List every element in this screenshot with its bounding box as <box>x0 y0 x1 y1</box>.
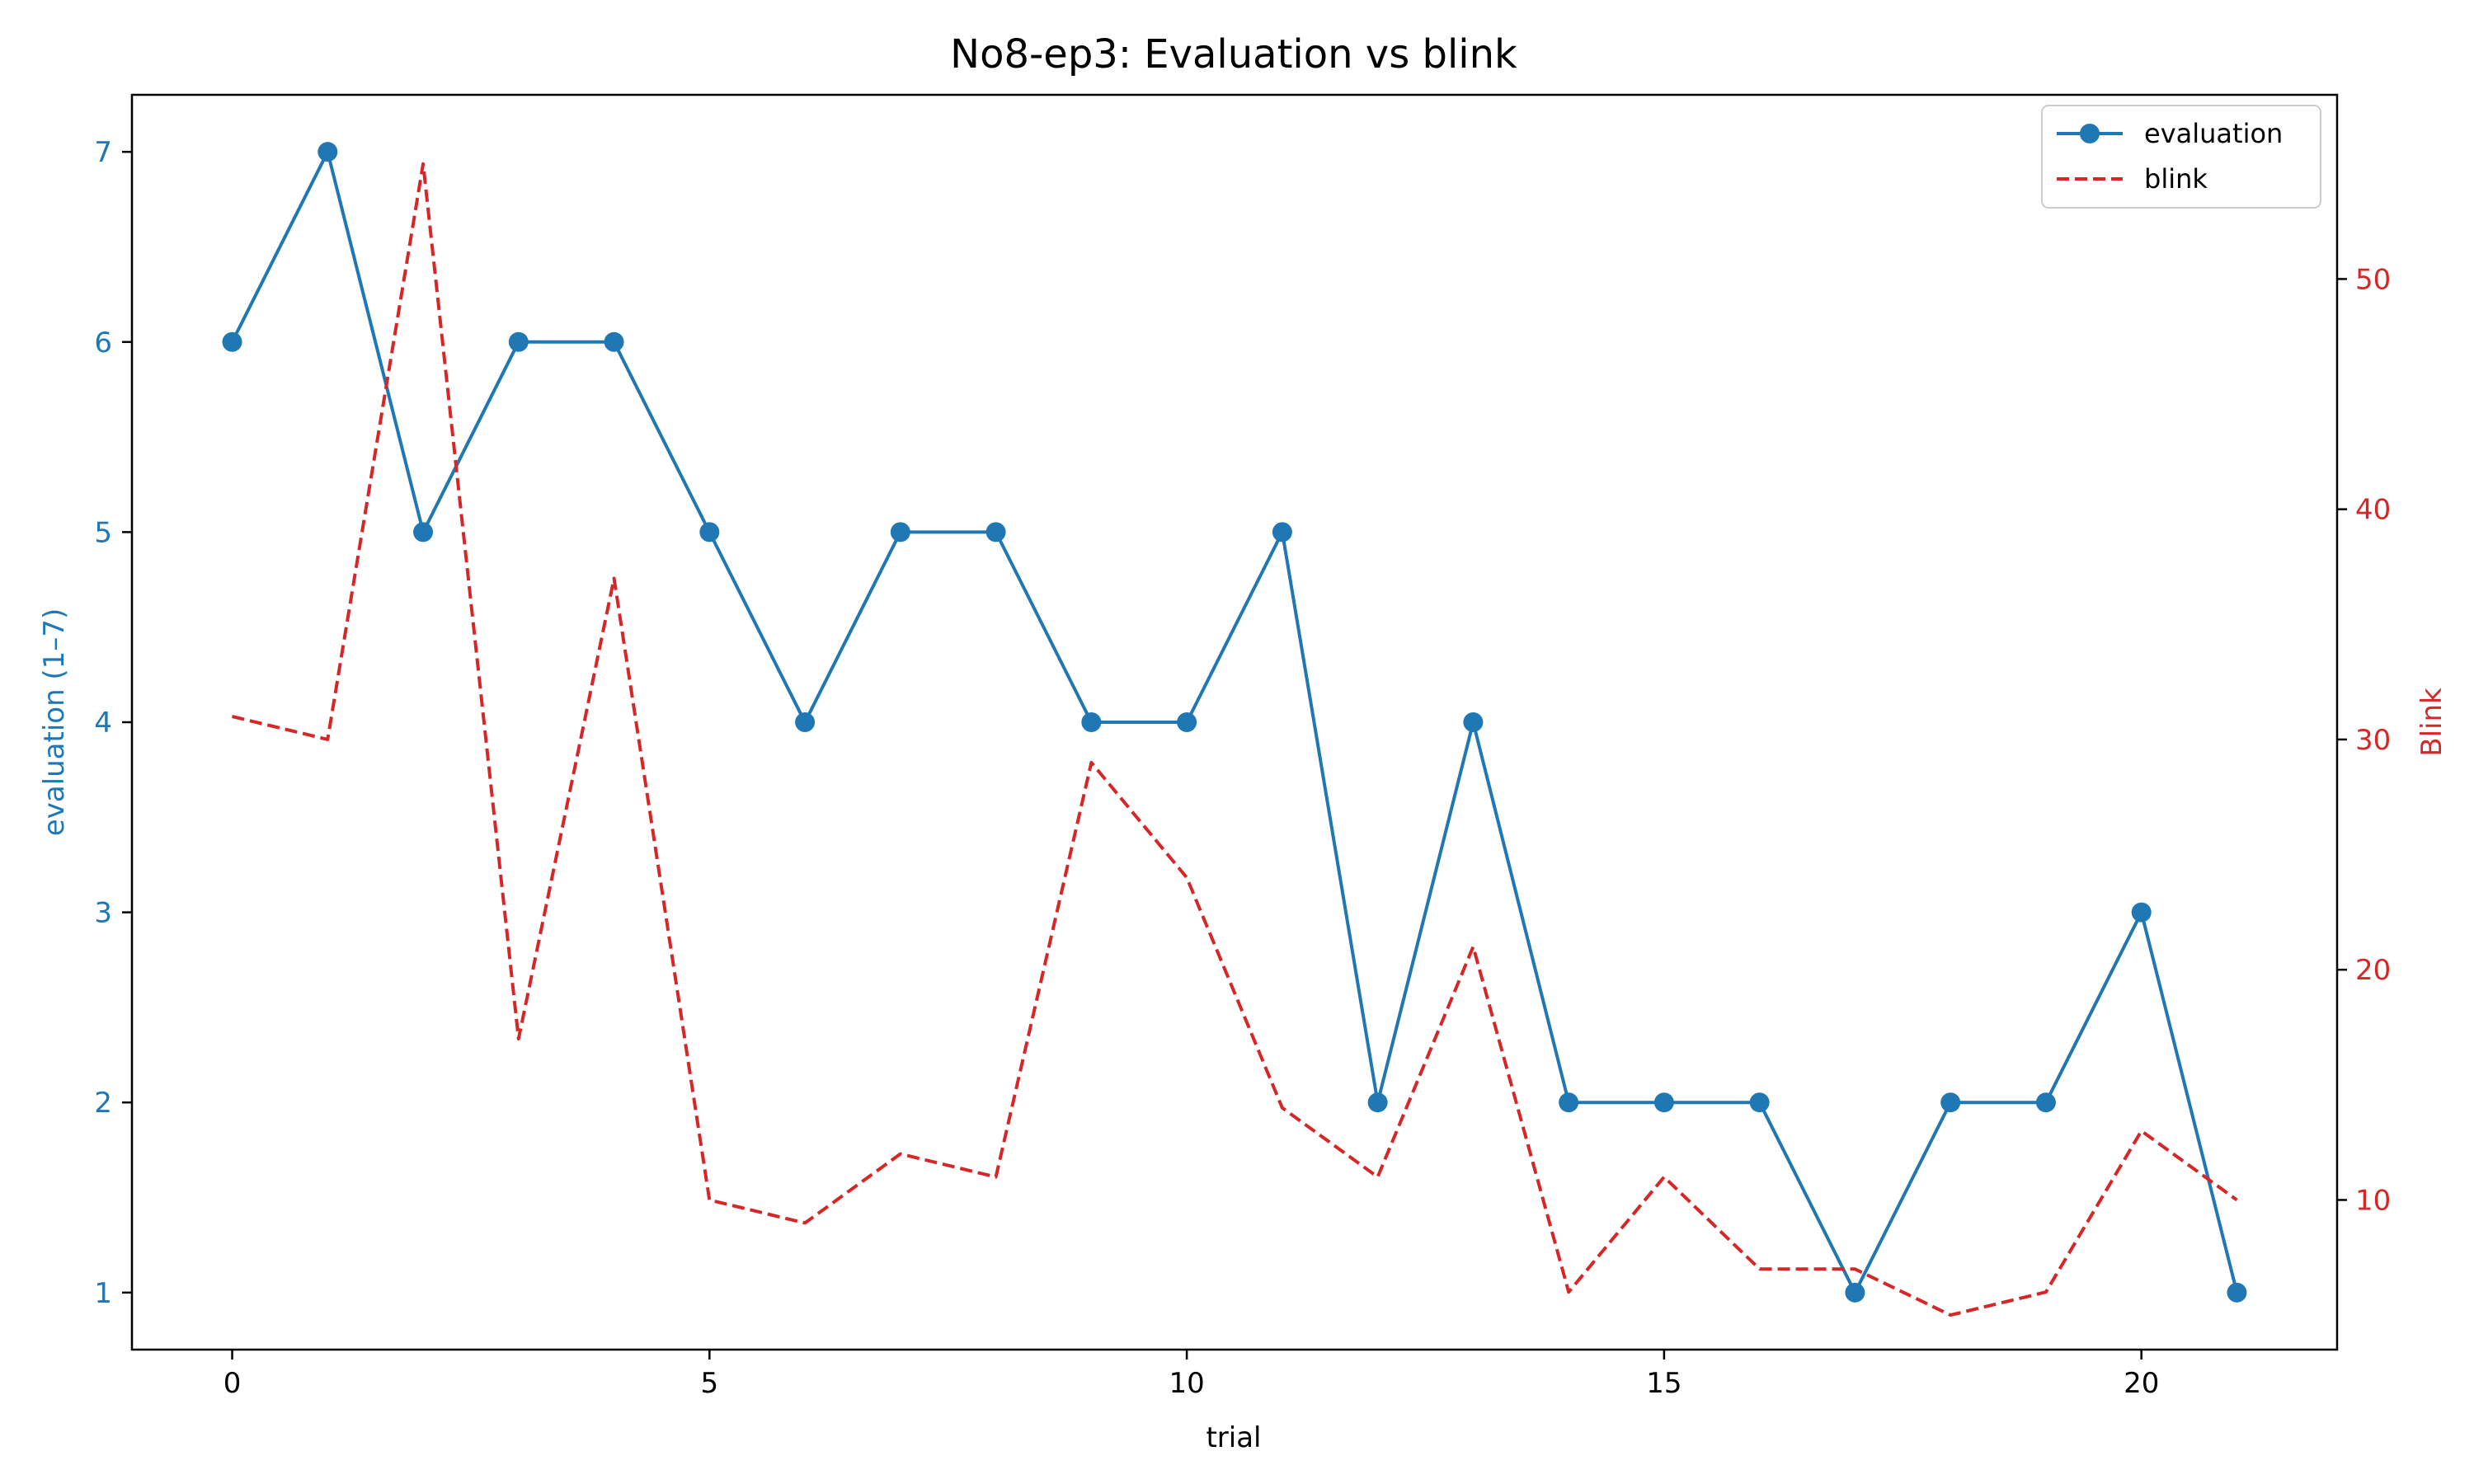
series-evaluation-point <box>604 331 624 352</box>
legend-evaluation-marker <box>2080 124 2100 143</box>
x-tick-label: 0 <box>223 1367 242 1400</box>
series-evaluation-point <box>1653 1092 1674 1113</box>
series-evaluation-point <box>413 522 434 542</box>
series-evaluation-point <box>699 522 720 542</box>
series-evaluation-point <box>2035 1092 2056 1113</box>
y-left-tick-label: 5 <box>94 516 112 549</box>
y-right-axis-ticks: 10 20 30 40 50 <box>2337 263 2391 1217</box>
series-evaluation-line <box>230 150 2239 1294</box>
y-left-axis-label: evaluation (1–7) <box>38 608 71 836</box>
series-blink-line <box>232 162 2238 1317</box>
series-evaluation-point <box>1177 712 1197 732</box>
x-tick-label: 5 <box>701 1367 719 1400</box>
y-left-tick-label: 1 <box>94 1277 112 1310</box>
series-evaluation-point <box>317 142 338 162</box>
series-evaluation-point <box>2131 902 2152 923</box>
series-evaluation-point <box>1749 1092 1770 1113</box>
x-tick-label: 10 <box>1169 1367 1204 1400</box>
y-left-tick-label: 7 <box>94 136 112 169</box>
series-evaluation-point <box>1367 1092 1388 1113</box>
legend-box <box>2041 105 2321 209</box>
x-tick-label: 15 <box>1646 1367 1681 1400</box>
series-evaluation-point <box>1845 1282 1865 1303</box>
series-evaluation-point <box>890 522 910 542</box>
chart-title: No8-ep3: Evaluation vs blink <box>950 31 1517 77</box>
series-evaluation-point <box>1940 1092 1961 1113</box>
legend-blink-label: blink <box>2144 163 2208 195</box>
y-right-tick-label: 10 <box>2355 1184 2391 1217</box>
y-right-tick-label: 50 <box>2355 263 2391 296</box>
series-evaluation-point <box>508 331 529 352</box>
series-evaluation-point <box>1081 712 1102 732</box>
x-tick-label: 20 <box>2124 1367 2159 1400</box>
x-axis-ticks: 0 5 10 15 20 <box>223 1350 2159 1400</box>
series-evaluation-point <box>985 522 1006 542</box>
series-evaluation-point <box>2227 1282 2247 1303</box>
y-right-tick-label: 30 <box>2355 724 2391 757</box>
series-evaluation-point <box>222 331 242 352</box>
y-left-tick-label: 3 <box>94 897 112 930</box>
y-right-tick-label: 40 <box>2355 494 2391 527</box>
series-layer <box>222 142 2247 1317</box>
series-evaluation-point <box>1272 522 1292 542</box>
y-left-tick-label: 4 <box>94 707 112 740</box>
y-left-axis-ticks: 1 2 3 4 5 6 7 <box>94 136 132 1310</box>
series-evaluation-point <box>1559 1092 1579 1113</box>
y-left-tick-label: 6 <box>94 326 112 359</box>
series-evaluation-point <box>795 712 816 732</box>
legend: evaluation blink <box>2041 105 2321 209</box>
y-left-tick-label: 2 <box>94 1087 112 1120</box>
legend-evaluation-label: evaluation <box>2144 118 2283 149</box>
y-right-tick-label: 20 <box>2355 954 2391 987</box>
plot-frame <box>130 93 2339 1351</box>
x-axis-label: trial <box>1206 1421 1261 1454</box>
series-evaluation-point <box>1463 712 1484 732</box>
y-right-axis-label: Blink <box>2415 688 2448 757</box>
